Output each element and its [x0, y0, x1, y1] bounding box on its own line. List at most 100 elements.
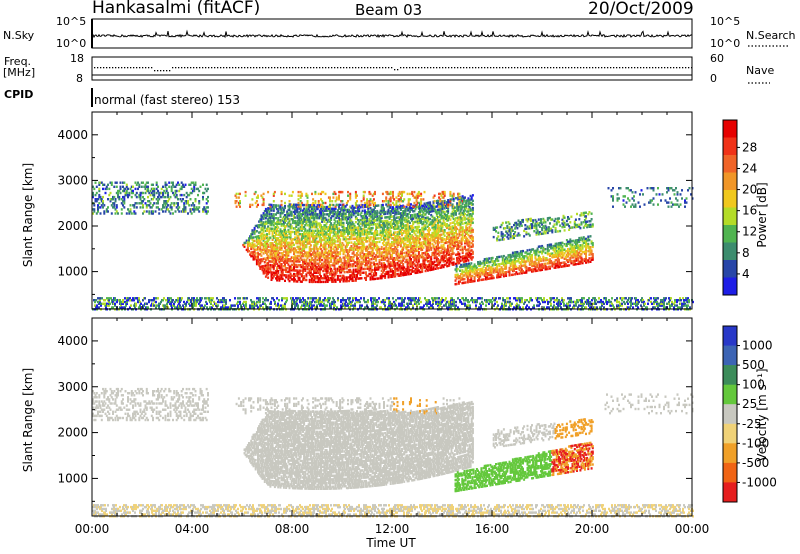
power-cell	[320, 242, 322, 245]
power-cell	[306, 218, 309, 221]
power-cell	[304, 213, 307, 216]
power-cell	[268, 238, 271, 241]
power-cell	[297, 258, 300, 261]
power-cell	[321, 229, 324, 232]
power-cell	[325, 207, 328, 211]
power-cell	[342, 227, 345, 230]
nave-dot	[619, 67, 621, 69]
power-cell	[426, 269, 429, 272]
power-cell	[280, 239, 283, 242]
power-cell	[330, 222, 333, 225]
power-cell	[320, 198, 322, 201]
power-cell	[302, 227, 304, 230]
power-cell	[443, 229, 446, 232]
power-cell	[377, 204, 380, 207]
power-cell	[308, 213, 311, 216]
power-cell	[335, 198, 338, 201]
power-cell	[329, 236, 331, 240]
power-cell	[291, 190, 294, 194]
power-cell	[333, 227, 336, 230]
nave-dot	[577, 67, 579, 69]
nave-dot	[193, 67, 195, 69]
power-cell	[270, 220, 273, 223]
power-cell	[249, 237, 252, 240]
power-cell	[321, 203, 324, 207]
power-cell	[245, 248, 248, 252]
power-cell	[321, 190, 324, 194]
power-cell	[286, 236, 289, 239]
power-cell	[340, 271, 343, 274]
power-cell	[277, 217, 280, 220]
power-cell	[471, 243, 474, 246]
power-cell	[270, 245, 273, 249]
power-cell	[299, 209, 302, 212]
power-cell	[318, 280, 321, 284]
power-cell	[471, 250, 474, 254]
nave-dot	[613, 67, 615, 69]
nave-dot	[361, 67, 363, 69]
power-cell	[260, 243, 263, 246]
power-cell	[467, 259, 470, 262]
power-cell	[341, 221, 344, 225]
power-cell	[262, 203, 265, 207]
nave-dot	[283, 67, 285, 69]
power-cell	[380, 238, 383, 241]
nave-dot	[157, 70, 159, 72]
power-cell	[340, 247, 343, 250]
power-cell	[329, 235, 331, 238]
power-cell	[338, 205, 340, 208]
power-cell	[275, 204, 277, 207]
power-cell	[331, 214, 334, 218]
power-cell	[342, 280, 345, 283]
nave-dot	[610, 67, 612, 69]
power-cell	[271, 242, 274, 245]
power-cell	[252, 230, 255, 234]
power-cell	[305, 207, 308, 210]
power-cell	[305, 220, 308, 223]
power-cell	[302, 218, 304, 221]
power-cell	[287, 221, 290, 224]
power-cell	[288, 241, 291, 244]
power-cell	[331, 253, 334, 256]
power-cell	[311, 253, 313, 256]
power-cell	[339, 280, 342, 283]
power-cell	[305, 209, 308, 212]
power-cell	[288, 276, 291, 279]
power-cell	[341, 241, 344, 245]
power-cell	[266, 253, 268, 256]
power-cell	[423, 190, 426, 194]
power-cell	[272, 275, 275, 278]
power-cell	[303, 260, 306, 263]
power-cell	[297, 231, 300, 234]
power-cell	[257, 260, 259, 264]
power-cell	[272, 266, 275, 269]
power-cell	[335, 271, 338, 274]
power-cell	[294, 238, 297, 241]
power-cell	[258, 247, 261, 251]
power-cell	[261, 248, 264, 252]
power-cell	[290, 256, 293, 259]
power-cell	[446, 223, 448, 226]
nsearch-bottom-tick: 10^0	[710, 37, 741, 50]
power-cell	[452, 252, 455, 255]
power-cell	[327, 233, 330, 236]
power-cell	[383, 243, 385, 247]
power-cell	[280, 237, 283, 240]
power-cell	[264, 240, 267, 244]
power-cell	[308, 251, 311, 254]
power-cell	[320, 277, 322, 280]
power-cell	[298, 207, 301, 210]
power-cell	[300, 194, 303, 197]
power-cell	[295, 256, 298, 259]
power-cell	[333, 245, 336, 249]
power-cell	[468, 226, 471, 229]
power-cell	[339, 265, 342, 269]
power-cell	[333, 213, 336, 216]
power-cell	[336, 258, 339, 261]
power-cell	[316, 207, 319, 211]
power-cell	[309, 269, 312, 273]
power-cell	[313, 240, 316, 243]
power-cell	[296, 280, 299, 283]
power-cell	[260, 223, 263, 226]
power-cell	[286, 217, 289, 221]
